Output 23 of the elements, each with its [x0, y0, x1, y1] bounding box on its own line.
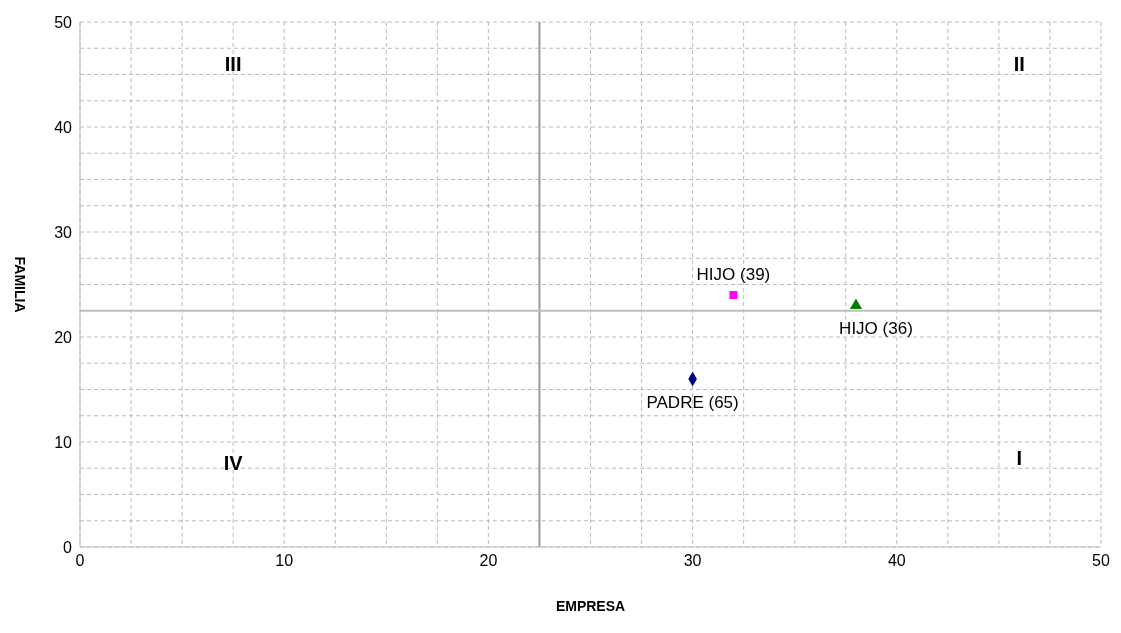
series-label: HIJO (39) — [696, 265, 771, 285]
y-tick-label: 30 — [54, 223, 73, 241]
point — [729, 291, 738, 299]
y-tick-label: 10 — [54, 433, 73, 451]
x-tick-label: 40 — [887, 552, 906, 570]
y-tick-label: 20 — [54, 328, 73, 346]
y-axis-title: FAMILIA — [12, 256, 29, 313]
annotation: IV — [223, 451, 243, 475]
y-tick-label: 0 — [63, 538, 73, 556]
y-tick-label: 50 — [54, 13, 73, 31]
series-label: PADRE (65) — [646, 392, 739, 412]
point — [849, 298, 863, 310]
annotation: II — [1013, 52, 1025, 76]
x-axis-title: EMPRESA — [555, 598, 626, 614]
x-tick-label: 50 — [1092, 552, 1110, 570]
x-tick-label: 10 — [275, 552, 294, 570]
x-tick-label: 20 — [479, 552, 498, 570]
series-label: HIJO (36) — [839, 319, 913, 339]
y-tick-label: 40 — [54, 118, 73, 136]
annotation: I — [1016, 446, 1023, 470]
annotation: III — [224, 52, 242, 76]
x-tick-label: 30 — [683, 552, 702, 570]
x-tick-label: 0 — [75, 552, 85, 570]
